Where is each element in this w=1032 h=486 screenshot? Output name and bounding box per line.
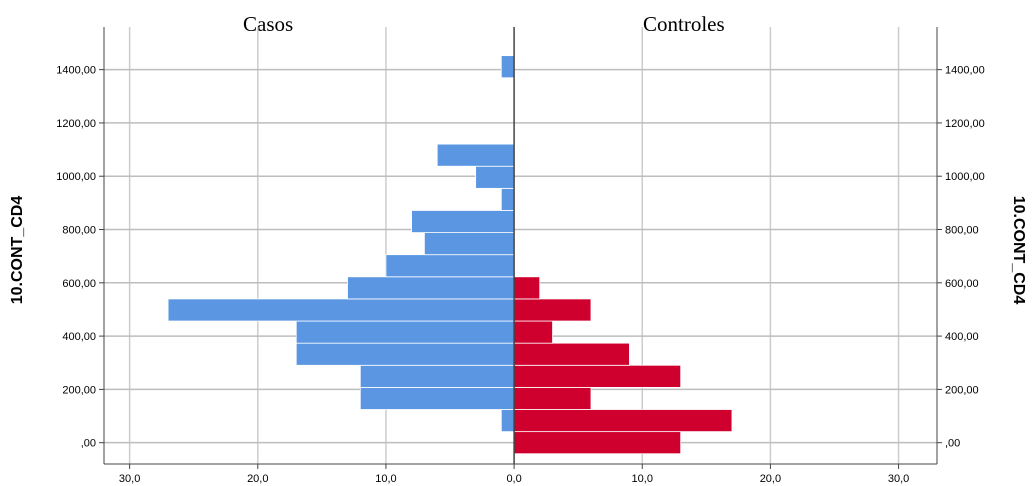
y-tick-label-right: 200,00 (945, 384, 979, 396)
y-tick-label-left: 1400,00 (56, 65, 96, 77)
bar-casos (359, 364, 515, 388)
y-tick-label-right: 400,00 (945, 331, 979, 343)
bar-casos (500, 55, 515, 79)
bar-casos (411, 210, 515, 233)
y-tick-label-left: 1200,00 (56, 118, 96, 130)
bar-casos (475, 165, 515, 189)
y-tick-label-right: 1400,00 (945, 65, 985, 77)
y-tick-label-left: 600,00 (62, 278, 96, 290)
bar-controles (513, 342, 630, 366)
bar-controles (513, 386, 592, 410)
bar-controles (513, 364, 682, 388)
bar-controles (513, 409, 733, 433)
bar-casos (436, 143, 515, 167)
y-tick-label-left: 400,00 (62, 331, 96, 343)
y-tick-label-right: 600,00 (945, 278, 979, 290)
y-tick-label-right: 1200,00 (945, 118, 985, 130)
bar-casos (295, 342, 515, 366)
bar-controles (513, 298, 592, 322)
bar-casos (295, 320, 515, 344)
bar-controles (513, 276, 541, 300)
y-tick-label-left: 800,00 (62, 225, 96, 237)
x-tick-label: 30,0 (888, 473, 909, 485)
bar-casos (359, 386, 515, 410)
bar-controles (513, 431, 682, 455)
x-tick-label: 10,0 (632, 473, 653, 485)
bar-casos (500, 409, 515, 433)
bar-casos (347, 276, 515, 300)
panel-title-casos: Casos (243, 12, 294, 36)
bar-casos (423, 232, 515, 256)
y-tick-label-right: 1000,00 (945, 171, 985, 183)
x-tick-label: 30,0 (119, 473, 140, 485)
bar-casos (167, 298, 515, 322)
panel-title-controles: Controles (643, 12, 725, 36)
y-tick-label-left: 200,00 (62, 384, 96, 396)
bar-casos (385, 254, 515, 278)
x-tick-label: 0,0 (506, 473, 521, 485)
y-tick-label-left: ,00 (81, 438, 96, 450)
y-tick-label-right: 800,00 (945, 225, 979, 237)
bar-casos (500, 187, 515, 211)
bar-controles (513, 320, 553, 344)
y-tick-label-right: ,00 (945, 438, 960, 450)
y-tick-label-left: 1000,00 (56, 171, 96, 183)
x-tick-label: 10,0 (375, 473, 396, 485)
x-tick-label: 20,0 (760, 473, 781, 485)
x-tick-label: 20,0 (247, 473, 268, 485)
